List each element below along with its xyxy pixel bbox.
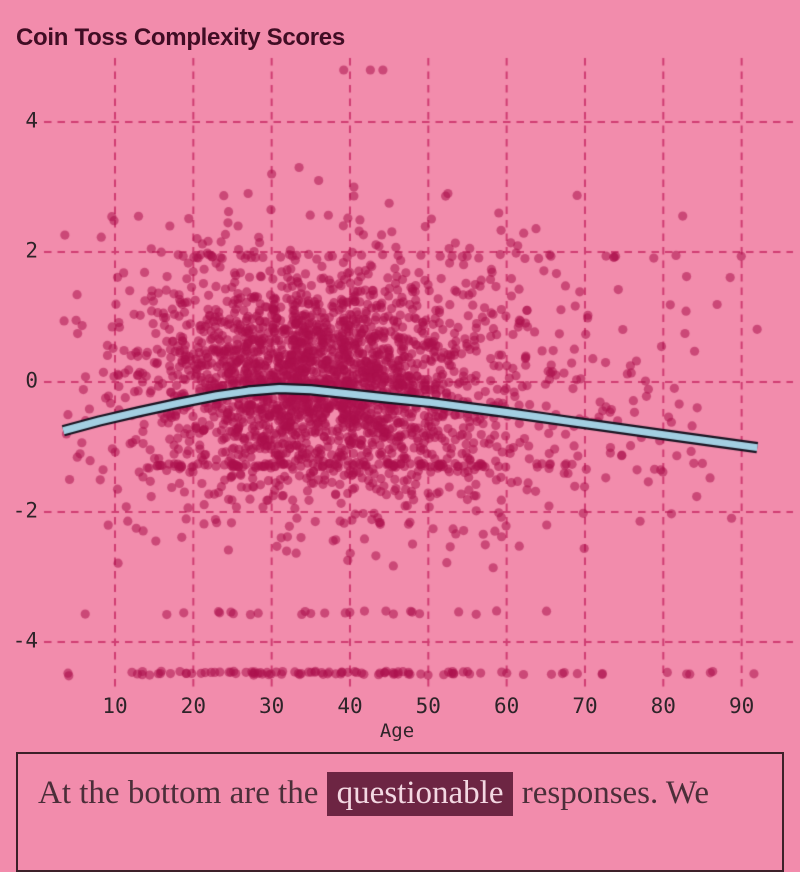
x-tick-label: 40	[337, 694, 363, 718]
caption-text-after: responses. We	[513, 775, 710, 811]
x-tick-label: 80	[650, 694, 676, 718]
caption-highlight: questionable	[326, 772, 514, 816]
x-axis-label: Age	[379, 720, 415, 742]
x-tick-label: 90	[728, 694, 755, 718]
y-tick-label: -2	[12, 498, 38, 523]
y-tick-label: 4	[25, 108, 38, 133]
x-tick-label: 60	[493, 694, 520, 718]
x-tick-label: 20	[180, 694, 206, 718]
y-tick-label: 2	[25, 238, 38, 263]
y-tick-label: 0	[25, 368, 38, 393]
caption-box: At the bottom are the questionable respo…	[16, 752, 784, 872]
x-tick-label: 50	[415, 694, 441, 718]
x-tick-label: 30	[259, 694, 285, 718]
caption-text-before: At the bottom are the	[38, 775, 327, 811]
scatter-chart: Age 10 20 30 40 50 60 70 80 90 -4 -2 0 2 4	[0, 0, 800, 745]
x-tick-label: 70	[572, 694, 598, 718]
scatter-plot-canvas	[0, 0, 800, 745]
y-tick-label: -4	[12, 628, 38, 653]
x-tick-label: 10	[102, 694, 128, 718]
